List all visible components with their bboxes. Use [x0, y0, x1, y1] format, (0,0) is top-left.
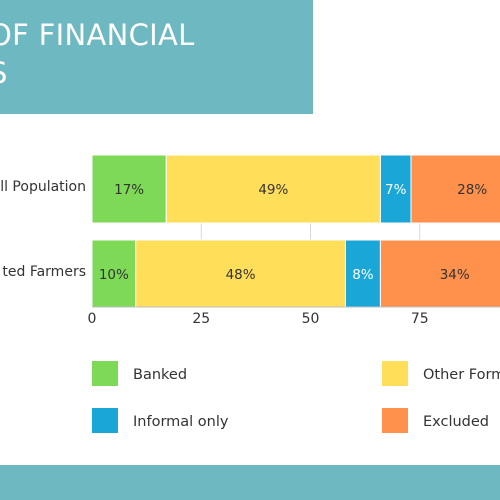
bar-other-form-ll-population [165, 154, 381, 224]
category-label-2: ted Farmers [2, 264, 86, 280]
bar-banked-ted-farmers [91, 239, 137, 309]
x-tick-label-25: 25 [192, 311, 210, 327]
bar-other-form-ted-farmers [135, 239, 346, 309]
data-label-excluded-ted-farmers: 34% [440, 267, 470, 283]
bar-excluded-ted-farmers [379, 239, 500, 309]
x-tick-label-0: 0 [88, 311, 97, 327]
chart-title: OF FINANCIAL S [0, 18, 195, 90]
title-banner: OF FINANCIAL S [0, 0, 313, 114]
x-tick-label-50: 50 [302, 311, 320, 327]
data-label-banked-ll-population: 17% [114, 182, 144, 198]
data-label-excluded-ll-population: 28% [457, 182, 487, 198]
footer-band [0, 465, 500, 500]
data-label-other-form-ted-farmers: 48% [226, 267, 256, 283]
bar-excluded-ll-population [410, 154, 500, 224]
bar-informal-only-ted-farmers [344, 239, 381, 309]
data-label-other-form-ll-population: 49% [258, 182, 288, 198]
x-tick-label-75: 75 [411, 311, 429, 327]
category-label-1: ll Population [0, 179, 86, 195]
bar-banked-ll-population [91, 154, 167, 224]
data-label-informal-only-ll-population: 7% [385, 182, 407, 198]
data-label-informal-only-ted-farmers: 8% [352, 267, 374, 283]
data-label-banked-ted-farmers: 10% [99, 267, 129, 283]
